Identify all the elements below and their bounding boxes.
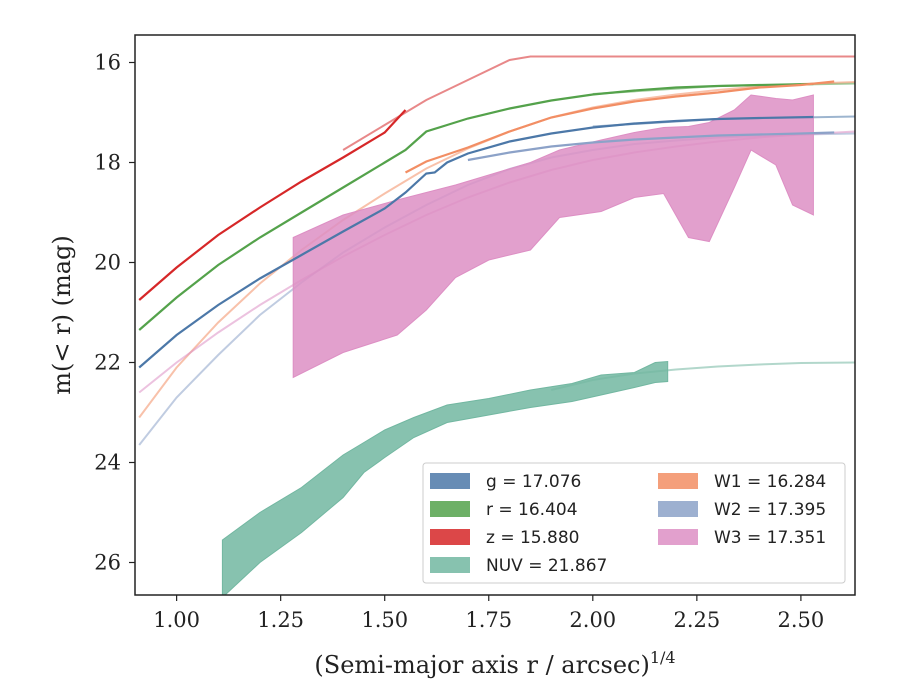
legend-swatch-w3 bbox=[658, 529, 698, 545]
legend-swatch-w2 bbox=[658, 501, 698, 517]
legend-label-w1: W1 = 16.284 bbox=[714, 472, 826, 492]
legend-label-nuv: NUV = 21.867 bbox=[486, 556, 607, 576]
x-tick-label: 2.50 bbox=[778, 608, 825, 632]
legend-swatch-nuv bbox=[430, 557, 470, 573]
axis-ticks: 1.00 1.25 1.50 1.75 2.00 2.25 2.50 16 18 20 22 24 26 bbox=[94, 51, 824, 633]
legend-label-g: g = 17.076 bbox=[486, 472, 581, 492]
y-axis-label: m(< r) (mag) bbox=[48, 235, 76, 394]
series-z-line bbox=[138, 109, 407, 301]
legend-box bbox=[422, 462, 846, 584]
legend-label-w2: W2 = 17.395 bbox=[714, 500, 826, 520]
series-w2-line bbox=[467, 131, 835, 162]
legend-label-r: r = 16.404 bbox=[486, 500, 578, 520]
x-tick-label: 1.50 bbox=[361, 608, 408, 632]
y-tick-label: 26 bbox=[94, 551, 121, 575]
plot-area bbox=[138, 55, 855, 595]
plot-frame bbox=[134, 34, 856, 596]
y-tick-label: 24 bbox=[94, 451, 121, 475]
y-tick-label: 20 bbox=[94, 251, 121, 275]
series-w3-model-line bbox=[138, 130, 855, 394]
x-axis-label-text: (Semi-major axis r / arcsec) bbox=[314, 651, 649, 679]
y-tick-label: 18 bbox=[94, 151, 121, 175]
x-tick-label: 1.75 bbox=[465, 608, 512, 632]
series-g-line bbox=[138, 115, 814, 369]
series-w1-line bbox=[404, 80, 835, 174]
legend: g = 17.076 r = 16.404 z = 15.880 NUV = 21.8… bbox=[422, 462, 846, 584]
legend-label-z: z = 15.880 bbox=[486, 528, 579, 548]
legend-swatch-g bbox=[430, 473, 470, 489]
y-tick-label: 22 bbox=[94, 351, 121, 375]
legend-swatch-w1 bbox=[658, 473, 698, 489]
x-tick-label: 1.25 bbox=[257, 608, 304, 632]
x-axis-label-exponent: 1/4 bbox=[650, 648, 676, 667]
legend-swatch-z bbox=[430, 529, 470, 545]
series-nuv-band bbox=[221, 360, 669, 595]
series-r-line bbox=[138, 82, 814, 331]
x-tick-label: 1.00 bbox=[153, 608, 200, 632]
legend-swatch-r bbox=[430, 501, 470, 517]
x-tick-label: 2.25 bbox=[673, 608, 720, 632]
series-w3-band bbox=[292, 94, 814, 379]
x-axis-label: (Semi-major axis r / arcsec)1/4 bbox=[314, 648, 675, 679]
legend-label-w3: W3 = 17.351 bbox=[714, 528, 826, 548]
x-tick-label: 2.00 bbox=[569, 608, 616, 632]
y-tick-label: 16 bbox=[94, 51, 121, 75]
